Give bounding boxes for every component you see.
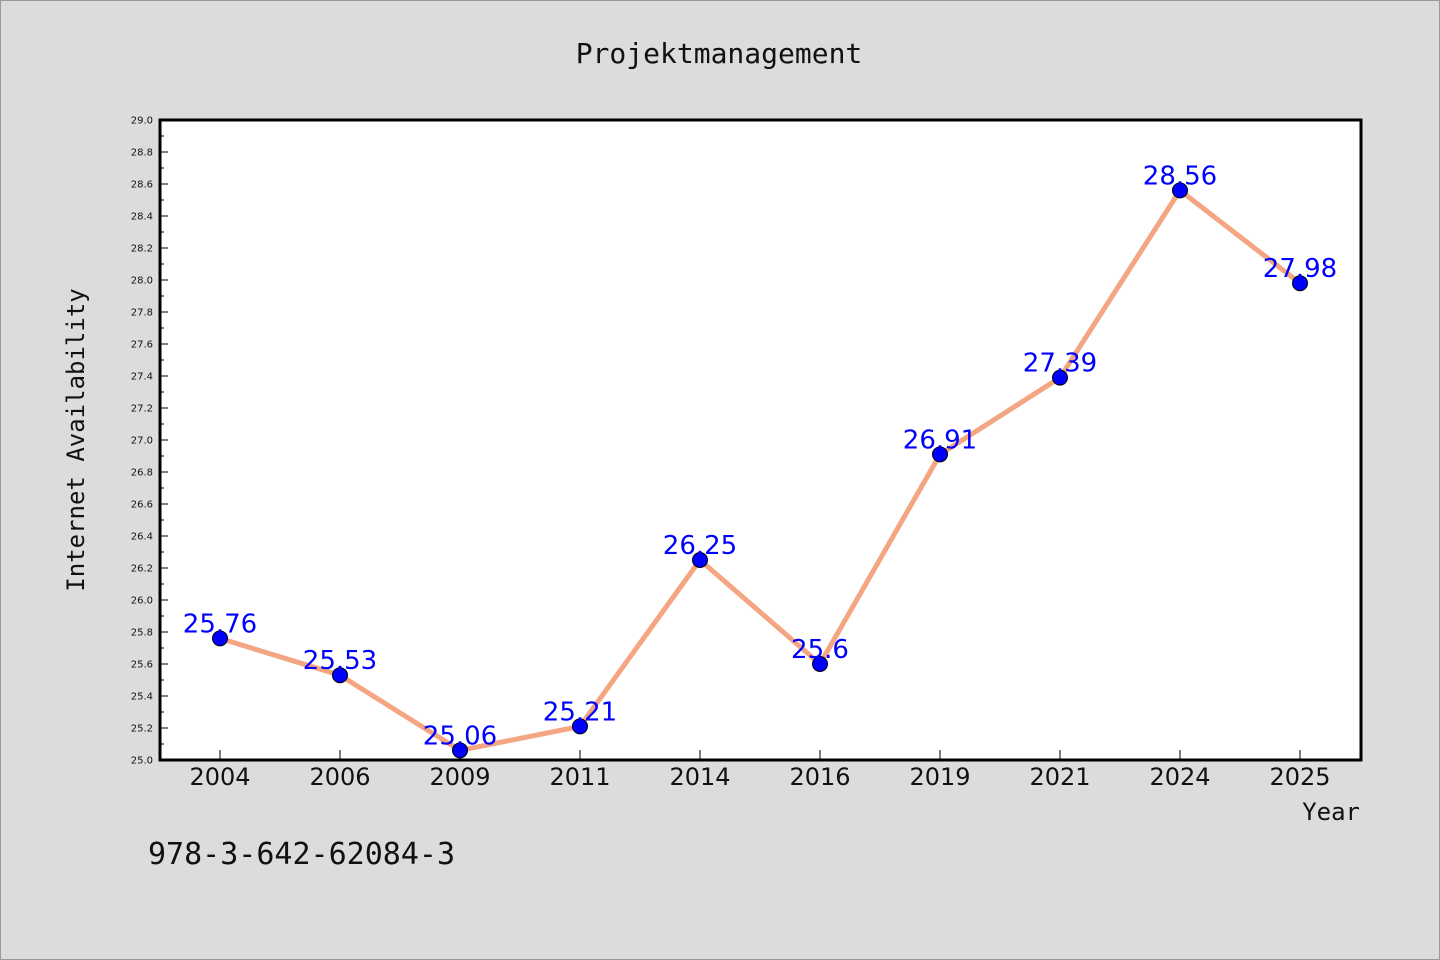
y-axis-label: Internet Availability	[62, 288, 90, 591]
data-point	[812, 656, 828, 672]
x-tick-label: 2024	[1149, 763, 1210, 791]
y-tick-label: 27.4	[131, 372, 153, 383]
data-point	[1172, 182, 1188, 199]
y-tick-label: 28.4	[131, 212, 153, 223]
y-tick-label: 26.8	[131, 468, 153, 479]
data-label: 27.39	[1023, 349, 1097, 379]
y-tick-label: 26.2	[131, 564, 153, 575]
data-label: 27.98	[1263, 254, 1337, 284]
x-tick-label: 2025	[1269, 763, 1330, 791]
data-point	[572, 718, 588, 735]
data-label: 25.21	[543, 697, 617, 727]
data-point	[332, 667, 348, 684]
data-label: 26.91	[903, 425, 977, 455]
data-point	[1292, 275, 1308, 292]
chart-title: Projektmanagement	[576, 37, 863, 70]
data-point	[692, 552, 708, 568]
x-tick-label: 2021	[1029, 763, 1090, 791]
data-point	[212, 630, 228, 647]
x-tick-label: 2014	[669, 763, 730, 791]
data-label: 25.53	[303, 646, 377, 676]
x-axis-label: Year	[1302, 798, 1360, 826]
data-labels: 25.76 25.53 25.06 25.21 26.25 25.6 26.91 27.39 2…	[183, 161, 1337, 751]
y-tick-label: 26.0	[131, 596, 153, 607]
isbn-caption: 978-3-642-62084-3	[148, 837, 455, 872]
series-line	[219, 187, 1302, 753]
y-tick-label: 27.6	[131, 340, 153, 351]
x-tick-label: 2019	[909, 763, 970, 791]
y-tick-label: 26.4	[131, 532, 153, 543]
data-label: 25.06	[423, 721, 497, 751]
y-tick-label: 29.0	[131, 116, 153, 127]
data-point	[1052, 369, 1068, 386]
y-tick-label: 25.8	[131, 628, 153, 639]
y-tick-label: 28.2	[131, 244, 153, 255]
y-tick-label: 25.6	[131, 660, 153, 671]
y-tick-label: 28.8	[131, 148, 153, 159]
data-label: 25.76	[183, 609, 257, 639]
x-tick-label: 2016	[789, 763, 850, 791]
y-tick-label: 26.6	[131, 500, 153, 511]
y-tick-label: 25.2	[131, 724, 153, 735]
x-tick-label: 2006	[309, 763, 370, 791]
y-tick-label: 27.0	[131, 436, 153, 447]
plot-area	[158, 118, 1363, 762]
x-axis: 2004 2006 2009 2011 2014 2016 2019 2021 2024 2025	[189, 750, 1331, 791]
data-markers	[212, 182, 1308, 759]
y-tick-label: 28.0	[131, 276, 153, 287]
y-tick-label: 25.4	[131, 692, 153, 703]
y-tick-label: 25.0	[131, 756, 153, 767]
y-axis: 25.0 25.2 25.4 25.6 25.8 26.0 26.2 26.4 26.6 26.8…	[131, 116, 168, 767]
y-tick-label: 27.2	[131, 404, 153, 415]
data-label: 26.25	[663, 531, 737, 561]
x-tick-label: 2009	[429, 763, 490, 791]
data-label: 25.6	[791, 635, 849, 665]
x-tick-label: 2004	[189, 763, 250, 791]
data-label: 28.56	[1143, 161, 1217, 191]
y-tick-label: 27.8	[131, 308, 153, 319]
data-point	[932, 446, 948, 463]
y-tick-label: 28.6	[131, 180, 153, 191]
data-point	[452, 742, 468, 759]
x-tick-label: 2011	[549, 763, 610, 791]
